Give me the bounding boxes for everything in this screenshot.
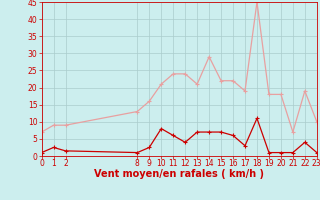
X-axis label: Vent moyen/en rafales ( km/h ): Vent moyen/en rafales ( km/h ) xyxy=(94,169,264,179)
